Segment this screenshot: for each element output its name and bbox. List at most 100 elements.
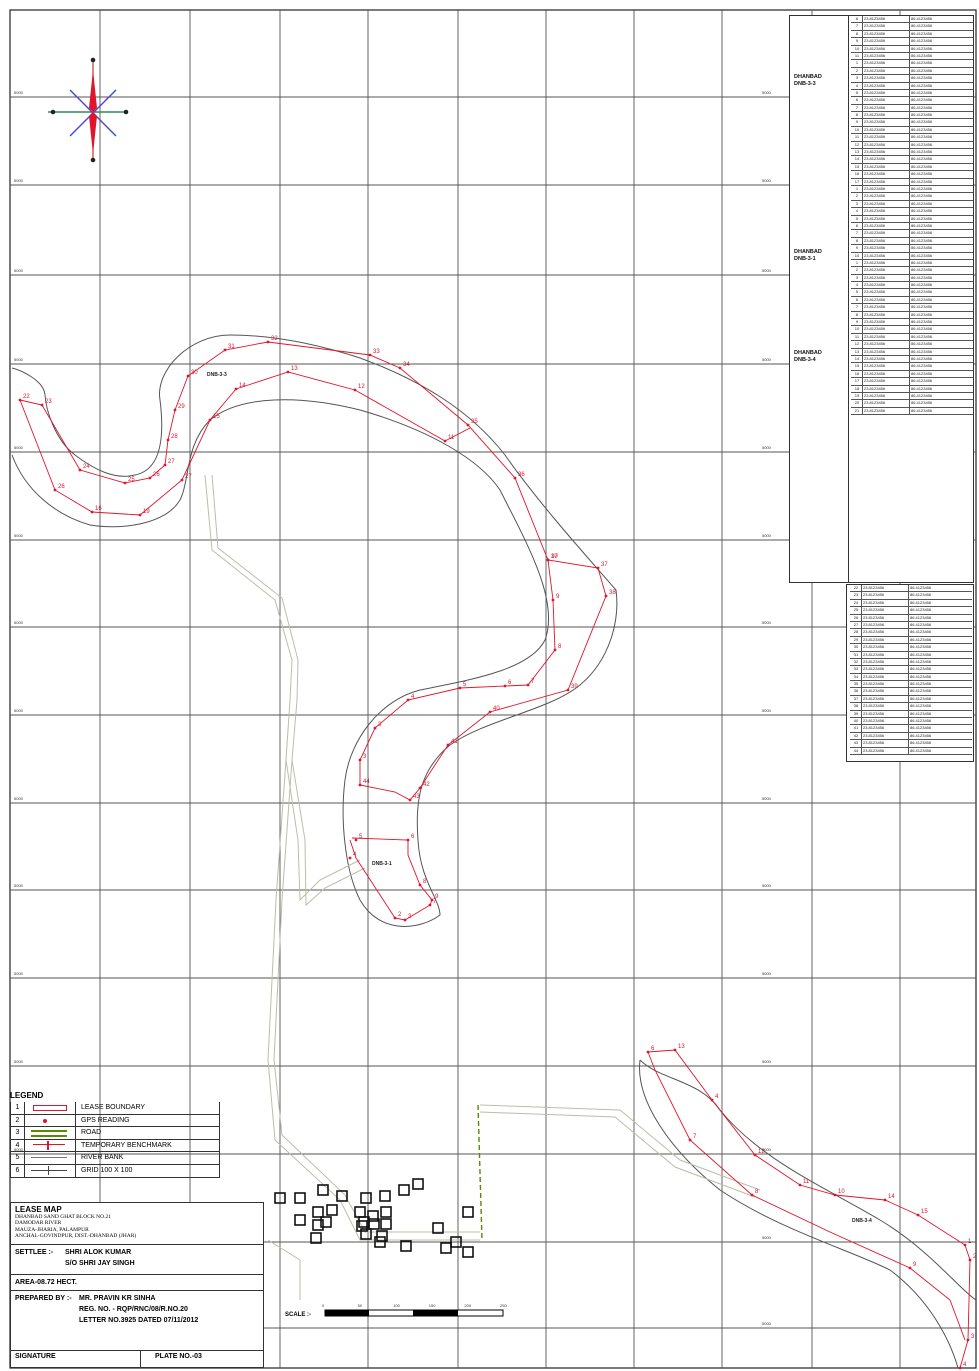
coordinate-cell: 86.4123456 [911, 75, 933, 81]
gps-point [408, 798, 412, 802]
coordinate-cell: 2 [851, 267, 863, 274]
coordinate-row: 6 23.8123456 86.4123456 [851, 16, 973, 24]
gps-point [553, 648, 557, 652]
coordinate-cell: 42 [850, 732, 862, 740]
title-section: LEASE MAP DHANBAD SAND GHAT BLOCK NO.21 … [11, 1203, 263, 1245]
block-detail: ANCHAL-GOVINDPUR, DIST.-DHANBAD (JHAR) [15, 1233, 137, 1240]
legend-num: 4 [11, 1139, 25, 1152]
coordinate-cell: 6 [851, 222, 863, 230]
coordinate-cell: 23.8123456 [862, 621, 909, 629]
coordinate-cell: 4 [851, 282, 863, 289]
coordinate-cell: 2 [851, 193, 863, 200]
gps-point [546, 558, 550, 562]
coordinate-cell: 10 [851, 252, 863, 259]
coordinate-cell: 23.8123456 [863, 141, 910, 149]
coordinate-cell: 86.4123456 [911, 149, 933, 155]
coordinate-cell: 14 [851, 156, 863, 163]
coordinate-cell: 86.4123456 [911, 126, 933, 132]
gps-point-label: 4 [353, 852, 357, 858]
coordinate-cell: 3 [851, 274, 863, 282]
coordinate-cell: 23.8123456 [862, 718, 909, 725]
gps-point [78, 468, 82, 472]
coordinate-rows: 6 23.8123456 86.4123456 7 23.8123456 86.41234… [851, 16, 973, 582]
coordinate-cell: 86.4123456 [910, 644, 932, 650]
gps-point-label: 14 [888, 1194, 895, 1200]
prepared-name: MR. PRAVIN KR SINHA [79, 1295, 156, 1302]
coordinate-row: 19 23.8123456 86.4123456 [851, 392, 973, 401]
grid-tick-label: 5000 [14, 1059, 24, 1064]
coordinate-cell: 86.4123456 [911, 200, 933, 206]
gps-point-label: 35 [471, 419, 478, 425]
habitation-square [462, 1246, 474, 1258]
gps-point [223, 348, 227, 352]
coordinate-cell: 86.4123456 [910, 695, 932, 701]
legend-label: RIVER BANK [81, 1154, 124, 1162]
coordinate-cell: 23.8123456 [862, 710, 909, 718]
coordinate-cell: 7 [851, 23, 863, 30]
settlee-name: SHRI ALOK KUMAR [65, 1249, 132, 1256]
habitation-square [374, 1236, 386, 1248]
legend-num: 3 [11, 1127, 25, 1139]
coordinate-cell: 34 [850, 673, 862, 681]
red-rectangle-symbol-icon [25, 1102, 76, 1114]
coordinate-cell: 23.8123456 [862, 599, 909, 607]
gps-point-label: 23 [45, 399, 52, 405]
block-detail: MAUZA-JHARIA, PALAMPUR [15, 1226, 89, 1233]
coordinate-cell: 23.8123456 [862, 740, 909, 747]
river-bank-lines [11, 334, 977, 1369]
coordinate-cell: 23.8123456 [863, 156, 910, 163]
coordinate-cell: 23.8123456 [862, 651, 909, 658]
coordinate-cell: 23.8123456 [862, 607, 909, 614]
coordinate-cell: 23.8123456 [862, 688, 909, 695]
coordinate-cell: 17 [851, 178, 863, 185]
coordinate-cell: 23.8123456 [863, 348, 910, 355]
habitation-square [432, 1222, 444, 1234]
coordinate-cell: 23.8123456 [863, 252, 910, 259]
legend-label: GPS READING [81, 1116, 130, 1124]
gps-point [968, 1258, 972, 1262]
grid-tick-label: 5000 [762, 1147, 772, 1152]
signature-section: SIGNATURE PLATE NO.-03 [11, 1351, 263, 1367]
coordinate-cell: 86.4123456 [911, 134, 933, 140]
coordinate-rows: 22 23.8123456 86.4123456 23 23.8123456 86.412… [850, 585, 972, 761]
gps-point [446, 743, 450, 747]
gps-point [833, 1193, 837, 1197]
coordinate-cell: 24 [850, 599, 862, 607]
habitation-square [294, 1192, 306, 1204]
grey-line-symbol-icon [25, 1152, 76, 1164]
gps-point [430, 898, 434, 902]
coordinate-cell: 86.4123456 [910, 673, 932, 679]
coordinate-cell: 86.4123456 [911, 392, 933, 398]
coordinate-row: 13 23.8123456 86.4123456 [851, 348, 973, 356]
coordinate-cell: 38 [850, 703, 862, 710]
group-label-line: DHANBAD [794, 74, 822, 80]
plate-number: PLATE NO.-03 [155, 1353, 202, 1360]
coordinate-cell: 86.4123456 [910, 688, 932, 694]
gps-point-label: 8 [755, 1189, 759, 1195]
coordinate-row: 43 23.8123456 86.4123456 [850, 740, 972, 748]
coordinate-cell: 86.4123456 [911, 30, 933, 36]
coordinate-cell: 86.4123456 [910, 732, 932, 738]
coordinate-cell: 86.4123456 [910, 681, 932, 687]
coordinate-cell: 23.8123456 [862, 747, 909, 754]
scale-tick-label: 200 [464, 1303, 471, 1308]
gps-point-label: 40 [493, 706, 500, 712]
scale-label: SCALE :- [285, 1312, 311, 1318]
gps-point-label: 6 [508, 680, 512, 686]
coordinate-cell: 86.4123456 [911, 385, 933, 391]
coordinate-cell: 86.4123456 [911, 45, 933, 51]
habitation-square [336, 1190, 348, 1202]
coordinate-cell: 23.8123456 [862, 666, 909, 673]
coordinate-cell: 16 [851, 171, 863, 178]
coordinate-cell: 3 [851, 200, 863, 208]
gps-point [916, 1213, 920, 1217]
gps-point [526, 683, 530, 687]
habitation-square [294, 1214, 306, 1226]
coordinate-row: 6 23.8123456 86.4123456 [851, 222, 973, 231]
coordinate-row: 14 23.8123456 86.4123456 [851, 156, 973, 164]
coordinate-row: 29 23.8123456 86.4123456 [850, 636, 972, 645]
group-label-line: DHANBAD [794, 350, 822, 356]
coordinate-row: 2 23.8123456 86.4123456 [851, 193, 973, 201]
coordinate-cell: 23.8123456 [863, 222, 910, 230]
coordinate-cell: 86.4123456 [910, 607, 932, 613]
